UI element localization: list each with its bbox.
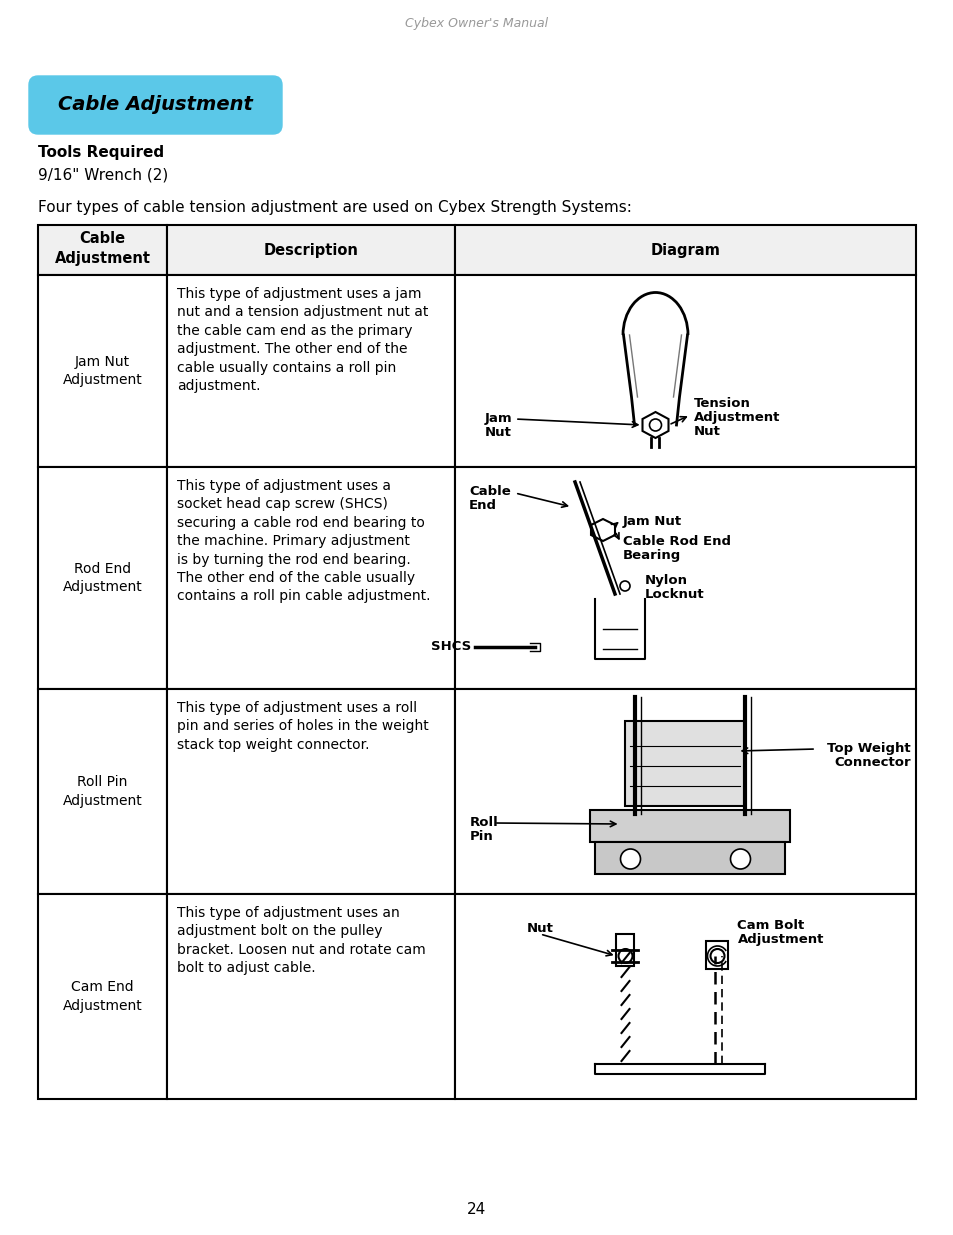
Bar <box>167 467 455 689</box>
Circle shape <box>619 848 639 869</box>
Text: Adjustment: Adjustment <box>737 932 823 946</box>
Text: Tools Required: Tools Required <box>38 144 164 161</box>
Text: Roll Pin
Adjustment: Roll Pin Adjustment <box>63 776 142 808</box>
Text: Jam Nut: Jam Nut <box>622 515 681 529</box>
Bar <box>38 689 167 894</box>
Text: Four types of cable tension adjustment are used on Cybex Strength Systems:: Four types of cable tension adjustment a… <box>38 200 631 215</box>
Text: End: End <box>469 499 497 513</box>
Text: This type of adjustment uses a
socket head cap screw (SHCS)
securing a cable rod: This type of adjustment uses a socket he… <box>177 479 430 604</box>
Bar <box>167 689 455 894</box>
FancyBboxPatch shape <box>29 77 282 135</box>
Text: Cam Bolt: Cam Bolt <box>737 919 804 932</box>
Bar <box>455 894 915 1099</box>
Text: Tension: Tension <box>693 396 750 410</box>
Text: Cybex Owner's Manual: Cybex Owner's Manual <box>405 17 548 30</box>
Text: 9/16" Wrench (2): 9/16" Wrench (2) <box>38 168 168 183</box>
Bar <box>455 467 915 689</box>
Text: Locknut: Locknut <box>644 588 704 601</box>
Bar <box>706 941 728 969</box>
Bar <box>616 934 634 966</box>
Bar <box>167 275 455 467</box>
Text: Jam: Jam <box>484 412 512 425</box>
Circle shape <box>730 848 750 869</box>
Bar <box>455 689 915 894</box>
Bar <box>167 894 455 1099</box>
Text: SHCS: SHCS <box>431 640 471 653</box>
Text: Rod End
Adjustment: Rod End Adjustment <box>63 562 142 594</box>
Polygon shape <box>590 519 615 541</box>
Text: Top Weight: Top Weight <box>826 742 910 755</box>
Text: Bearing: Bearing <box>622 550 680 562</box>
Text: Diagram: Diagram <box>650 242 720 258</box>
Bar <box>38 467 167 689</box>
Polygon shape <box>641 412 668 438</box>
Text: Pin: Pin <box>470 830 494 844</box>
Bar <box>167 225 455 275</box>
Text: Roll: Roll <box>470 816 498 829</box>
Text: Adjustment: Adjustment <box>693 411 779 424</box>
Text: Nut: Nut <box>484 426 512 438</box>
Text: This type of adjustment uses an
adjustment bolt on the pulley
bracket. Loosen nu: This type of adjustment uses an adjustme… <box>177 906 425 976</box>
Bar <box>38 275 167 467</box>
Bar <box>590 810 790 842</box>
Text: Jam Nut
Adjustment: Jam Nut Adjustment <box>63 354 142 388</box>
Text: Cable Adjustment: Cable Adjustment <box>58 95 253 115</box>
Text: Cable
Adjustment: Cable Adjustment <box>54 231 151 266</box>
Bar <box>455 225 915 275</box>
Text: Cable Rod End: Cable Rod End <box>622 535 730 548</box>
Bar <box>38 225 167 275</box>
Text: Cable: Cable <box>469 485 510 498</box>
Bar <box>625 721 744 806</box>
Text: Connector: Connector <box>834 756 910 769</box>
Bar <box>455 275 915 467</box>
Text: Nut: Nut <box>526 923 553 935</box>
Bar <box>38 894 167 1099</box>
Text: Cam End
Adjustment: Cam End Adjustment <box>63 981 142 1013</box>
Text: Nylon: Nylon <box>644 574 687 587</box>
Text: Description: Description <box>263 242 358 258</box>
Text: 24: 24 <box>467 1202 486 1216</box>
Text: This type of adjustment uses a jam
nut and a tension adjustment nut at
the cable: This type of adjustment uses a jam nut a… <box>177 287 428 393</box>
Bar <box>595 842 784 874</box>
Text: This type of adjustment uses a roll
pin and series of holes in the weight
stack : This type of adjustment uses a roll pin … <box>177 701 428 752</box>
Text: Nut: Nut <box>693 425 720 438</box>
